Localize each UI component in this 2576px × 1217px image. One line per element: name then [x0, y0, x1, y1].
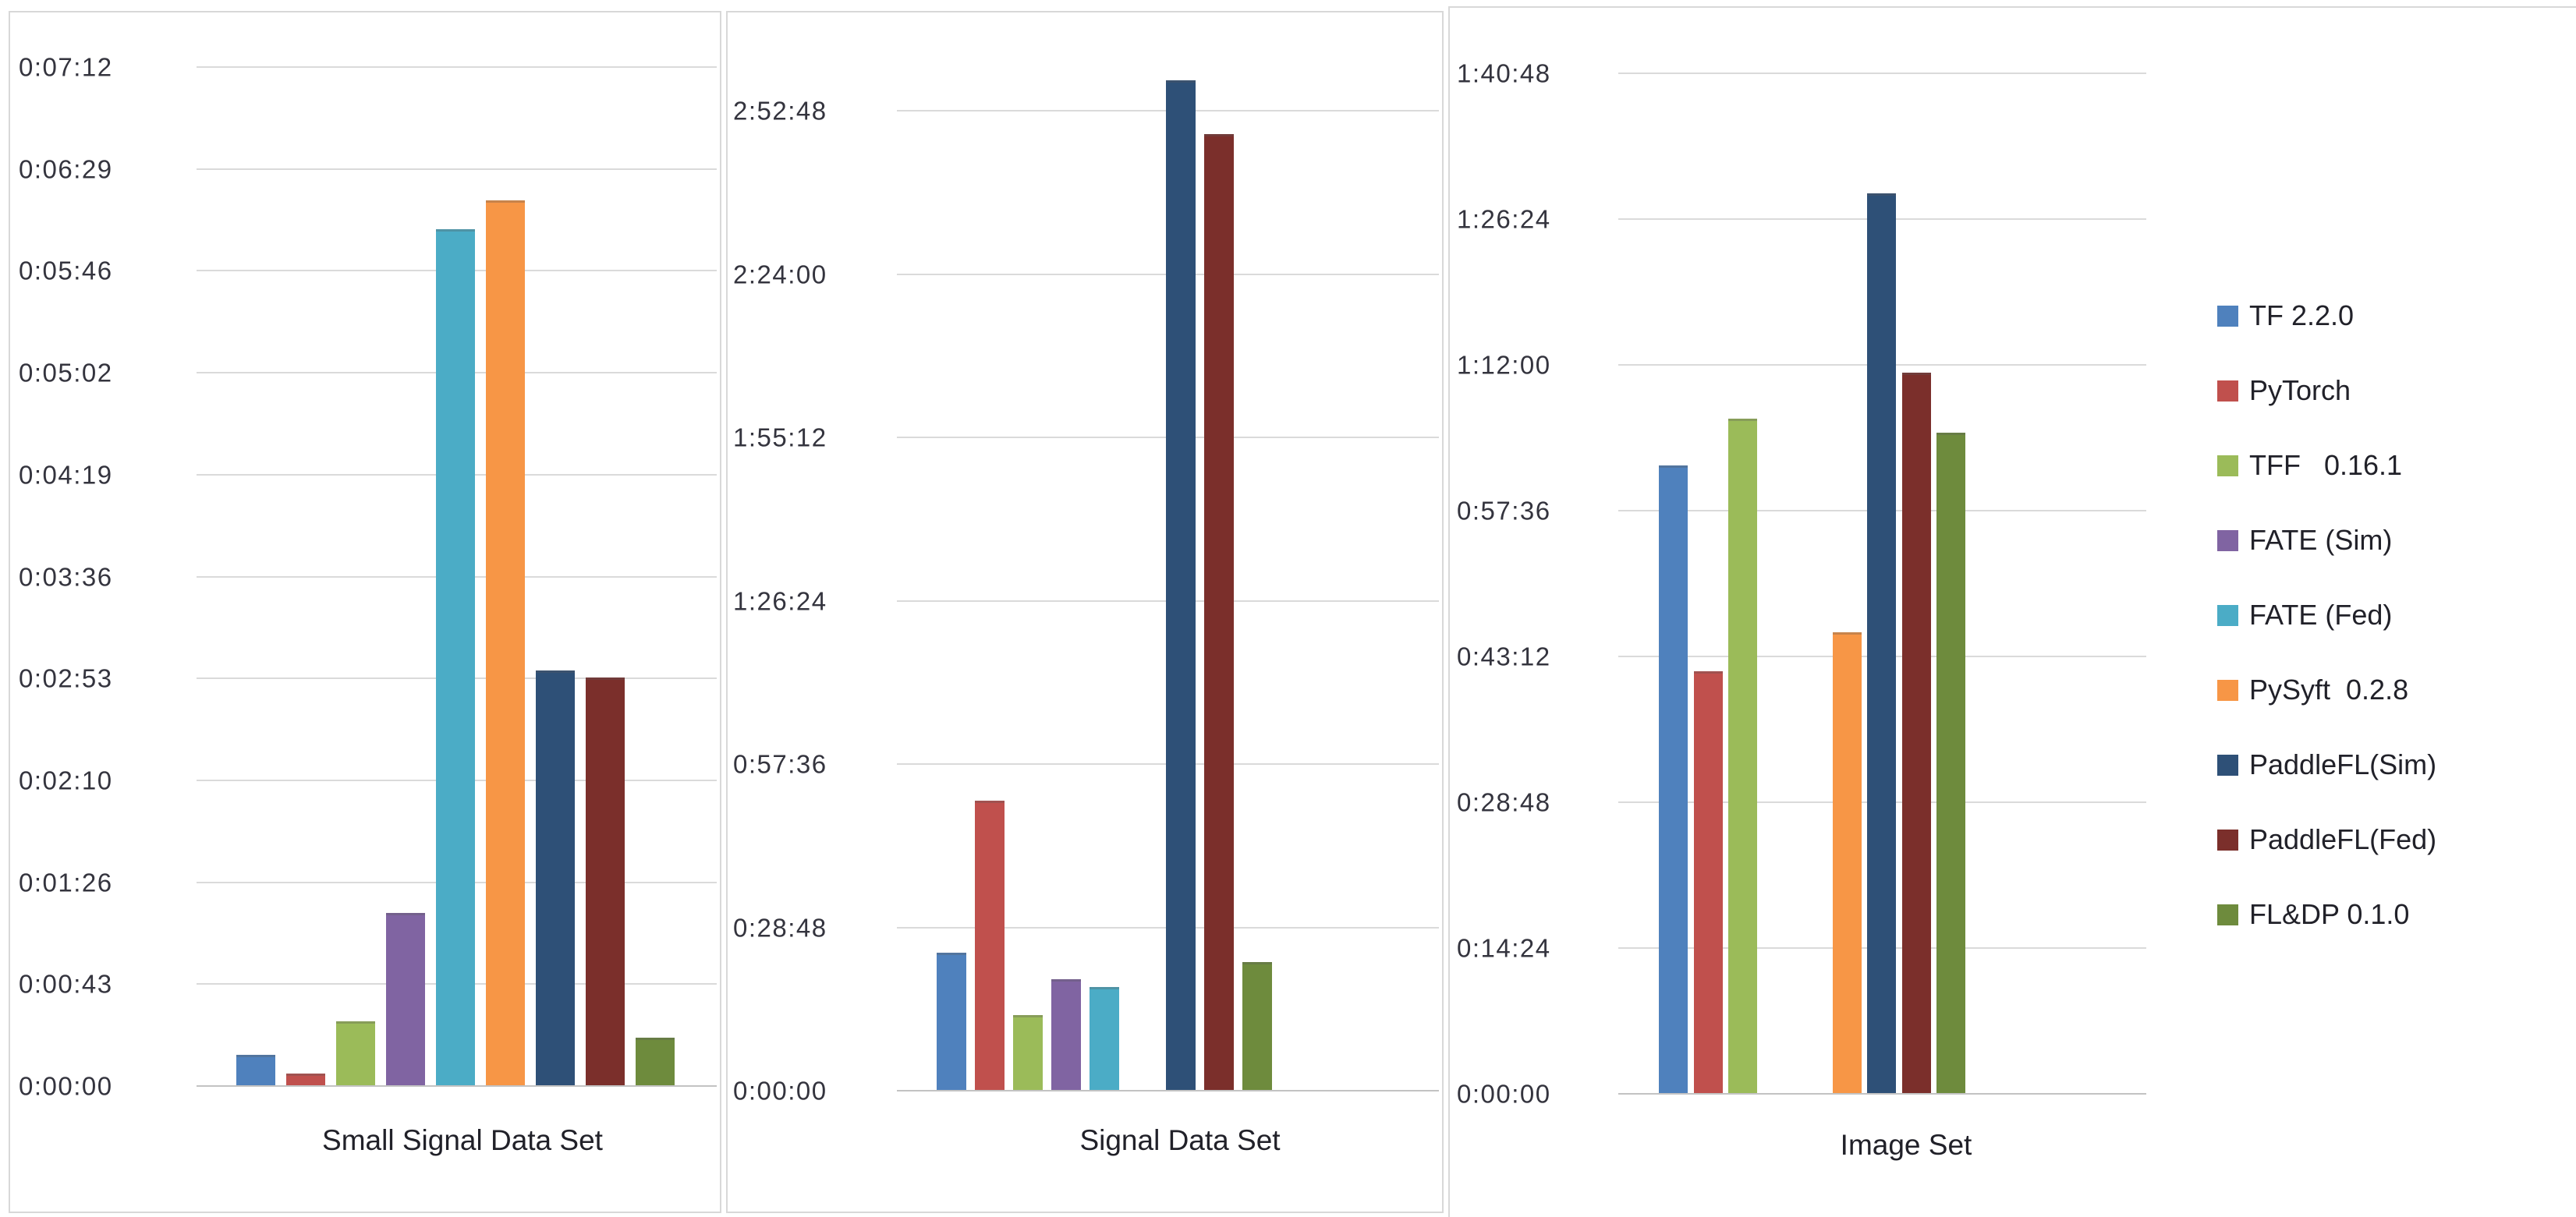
y-tick-label: 0:04:19 — [19, 460, 113, 490]
legend-label: FL&DP 0.1.0 — [2249, 898, 2410, 930]
legend-item-paddlefl-sim[interactable]: PaddleFL(Sim) — [2217, 727, 2436, 802]
x-axis-line — [197, 1085, 717, 1087]
y-tick-label: 0:43:12 — [1457, 642, 1551, 671]
legend-label: PyTorch — [2249, 374, 2351, 406]
legend-swatch-icon — [2217, 305, 2238, 327]
y-tick-label: 0:57:36 — [733, 749, 827, 779]
y-tick-label: 0:05:02 — [19, 358, 113, 387]
bar-paddlefl-fed — [1204, 134, 1234, 1090]
y-tick-label: 0:01:26 — [19, 868, 113, 897]
legend-swatch-icon — [2217, 380, 2238, 402]
legend-label: FATE (Fed) — [2249, 599, 2393, 631]
bar-pysyft-0-2-8 — [486, 200, 525, 1085]
y-tick-label: 0:05:46 — [19, 256, 113, 285]
bar-fate-sim — [1051, 979, 1081, 1090]
y-tick-label: 0:07:12 — [19, 52, 113, 82]
x-axis-line — [897, 1090, 1439, 1091]
legend-label: FATE (Sim) — [2249, 524, 2393, 556]
bar-fate-fed — [436, 229, 475, 1085]
y-gridline — [197, 66, 717, 68]
y-tick-label: 0:00:00 — [1457, 1079, 1551, 1109]
bar-pysyft-0-2-8 — [1833, 632, 1862, 1093]
bar-pytorch — [975, 801, 1005, 1090]
bar-fate-fed — [1090, 987, 1119, 1090]
y-tick-label: 0:00:43 — [19, 969, 113, 999]
bar-tff-0-16-1 — [1013, 1015, 1043, 1090]
y-gridline — [1618, 73, 2146, 74]
bar-fl-dp-0-1-0 — [636, 1038, 675, 1085]
bar-paddlefl-sim — [536, 670, 575, 1085]
legend-label: TF 2.2.0 — [2249, 299, 2355, 331]
y-tick-label: 0:02:53 — [19, 663, 113, 693]
legend-item-pysyft-0-2-8[interactable]: PySyft 0.2.8 — [2217, 653, 2408, 727]
chart-signal-data-set[interactable] — [726, 11, 1444, 1213]
legend-label: PaddleFL(Fed) — [2249, 823, 2437, 855]
y-tick-label: 0:03:36 — [19, 562, 113, 592]
y-tick-label: 1:55:12 — [733, 423, 827, 452]
legend-item-tff-0-16-1[interactable]: TFF 0.16.1 — [2217, 428, 2402, 503]
bar-paddlefl-sim — [1166, 80, 1196, 1090]
bar-tf-2-2-0 — [937, 953, 966, 1090]
legend-item-paddlefl-fed[interactable]: PaddleFL(Fed) — [2217, 802, 2436, 877]
legend-swatch-icon — [2217, 829, 2238, 851]
legend-item-fate-sim[interactable]: FATE (Sim) — [2217, 503, 2392, 578]
y-tick-label: 1:40:48 — [1457, 58, 1551, 88]
bar-tff-0-16-1 — [336, 1021, 375, 1085]
y-tick-label: 0:02:10 — [19, 766, 113, 795]
bar-pytorch — [1694, 671, 1723, 1093]
bar-tf-2-2-0 — [236, 1055, 275, 1085]
y-tick-label: 2:24:00 — [733, 260, 827, 289]
legend-label: PaddleFL(Sim) — [2249, 748, 2437, 780]
legend-swatch-icon — [2217, 455, 2238, 476]
y-tick-label: 0:28:48 — [733, 913, 827, 943]
category-label-image-set: Image Set — [1840, 1129, 1972, 1161]
y-gridline — [197, 168, 717, 170]
y-tick-label: 0:00:00 — [733, 1076, 827, 1106]
legend-swatch-icon — [2217, 904, 2238, 925]
chart-image-set[interactable] — [1448, 6, 2576, 1217]
category-label-small-signal-data-set: Small Signal Data Set — [322, 1124, 603, 1156]
y-tick-label: 1:26:24 — [733, 586, 827, 616]
y-tick-label: 0:06:29 — [19, 154, 113, 184]
category-label-signal-data-set: Signal Data Set — [1079, 1124, 1281, 1156]
legend-item-fl-dp-0-1-0[interactable]: FL&DP 0.1.0 — [2217, 877, 2409, 952]
bar-paddlefl-fed — [586, 677, 625, 1085]
bar-paddlefl-fed — [1902, 373, 1931, 1093]
y-tick-label: 0:28:48 — [1457, 787, 1551, 817]
y-tick-label: 0:14:24 — [1457, 933, 1551, 963]
chart-small-signal-data-set[interactable] — [9, 11, 721, 1213]
legend-item-pytorch[interactable]: PyTorch — [2217, 353, 2351, 428]
bar-pytorch — [286, 1074, 325, 1085]
legend-swatch-icon — [2217, 754, 2238, 776]
y-tick-label: 1:26:24 — [1457, 204, 1551, 234]
legend-swatch-icon — [2217, 604, 2238, 626]
legend-item-tf-2-2-0[interactable]: TF 2.2.0 — [2217, 278, 2354, 353]
bar-fl-dp-0-1-0 — [1936, 433, 1965, 1093]
y-tick-label: 0:57:36 — [1457, 496, 1551, 525]
x-axis-line — [1618, 1093, 2146, 1095]
y-tick-label: 2:52:48 — [733, 96, 827, 126]
legend-item-fate-fed[interactable]: FATE (Fed) — [2217, 578, 2392, 653]
legend-swatch-icon — [2217, 529, 2238, 551]
y-tick-label: 1:12:00 — [1457, 350, 1551, 380]
bar-paddlefl-sim — [1867, 193, 1896, 1093]
legend-label: TFF 0.16.1 — [2249, 449, 2403, 481]
bar-tff-0-16-1 — [1728, 419, 1757, 1093]
legend-label: PySyft 0.2.8 — [2249, 674, 2409, 706]
y-tick-label: 0:00:00 — [19, 1071, 113, 1101]
bar-fate-sim — [386, 913, 425, 1085]
bar-fl-dp-0-1-0 — [1242, 962, 1272, 1090]
legend-swatch-icon — [2217, 679, 2238, 701]
bar-tf-2-2-0 — [1659, 465, 1688, 1093]
